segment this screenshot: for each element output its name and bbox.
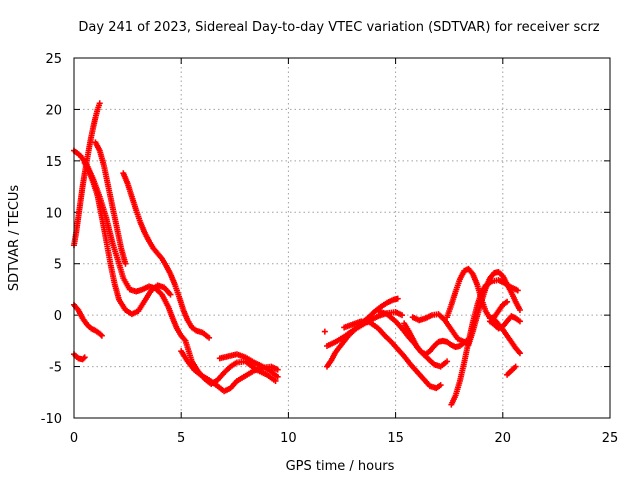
series-track-a — [71, 100, 103, 249]
data-point — [98, 332, 105, 339]
data-point — [514, 287, 521, 294]
series-track-b — [71, 147, 279, 388]
series-track-o — [401, 320, 470, 358]
x-tick-label: 20 — [495, 431, 512, 446]
data-point — [80, 355, 87, 362]
series-track-c — [81, 159, 174, 318]
y-tick-label: 5 — [54, 258, 62, 273]
axis-ticks — [73, 57, 611, 419]
data-point — [394, 295, 401, 302]
chart-title: Day 241 of 2023, Sidereal Day-to-day VTE… — [78, 20, 599, 35]
series-track-p — [409, 311, 468, 345]
data-point — [516, 318, 523, 325]
data-point — [399, 312, 406, 319]
series-track-e — [120, 170, 213, 341]
series-track-f — [71, 301, 105, 339]
data-point — [81, 354, 88, 361]
data-point — [504, 298, 511, 305]
x-tick-label: 25 — [602, 431, 619, 446]
data-point — [274, 366, 281, 373]
data-point — [516, 307, 523, 313]
grid — [74, 58, 610, 418]
x-tick-label: 0 — [70, 431, 78, 446]
series-track-s — [465, 268, 523, 348]
x-tick-label: 15 — [387, 431, 404, 446]
data-point — [321, 328, 328, 335]
series-track-k — [323, 295, 401, 370]
data-points — [71, 100, 523, 408]
tick-labels: 0 5 10 15 20 25 -10 -5 0 5 10 15 20 25 — [41, 52, 619, 446]
y-axis-label: SDTVAR / TECUs — [7, 185, 22, 292]
y-tick-label: 20 — [45, 103, 62, 118]
y-tick-label: -5 — [49, 361, 62, 376]
x-tick-label: 10 — [280, 431, 297, 446]
data-point — [272, 377, 279, 384]
data-point — [274, 373, 281, 380]
series-track-j — [321, 328, 328, 335]
data-point — [437, 382, 444, 389]
x-tick-label: 5 — [177, 431, 185, 446]
data-point — [122, 260, 129, 267]
x-axis-label: GPS time / hours — [286, 459, 395, 474]
y-tick-label: 15 — [45, 155, 62, 170]
series-track-d — [92, 139, 129, 267]
series-track-u — [491, 316, 523, 357]
data-point — [206, 334, 213, 341]
series-track-m — [341, 318, 444, 392]
series-track-r — [444, 265, 511, 322]
series-track-v — [504, 363, 519, 378]
y-tick-label: 10 — [45, 206, 62, 221]
data-point — [444, 358, 451, 365]
y-tick-label: -10 — [41, 412, 62, 427]
data-point — [96, 100, 103, 107]
data-point — [516, 350, 523, 357]
data-point — [512, 363, 519, 370]
y-tick-label: 0 — [54, 309, 62, 324]
data-point — [97, 331, 104, 338]
series-track-i — [216, 351, 281, 380]
data-point — [167, 291, 174, 298]
y-tick-label: 25 — [45, 52, 62, 67]
plot-frame — [73, 57, 611, 419]
